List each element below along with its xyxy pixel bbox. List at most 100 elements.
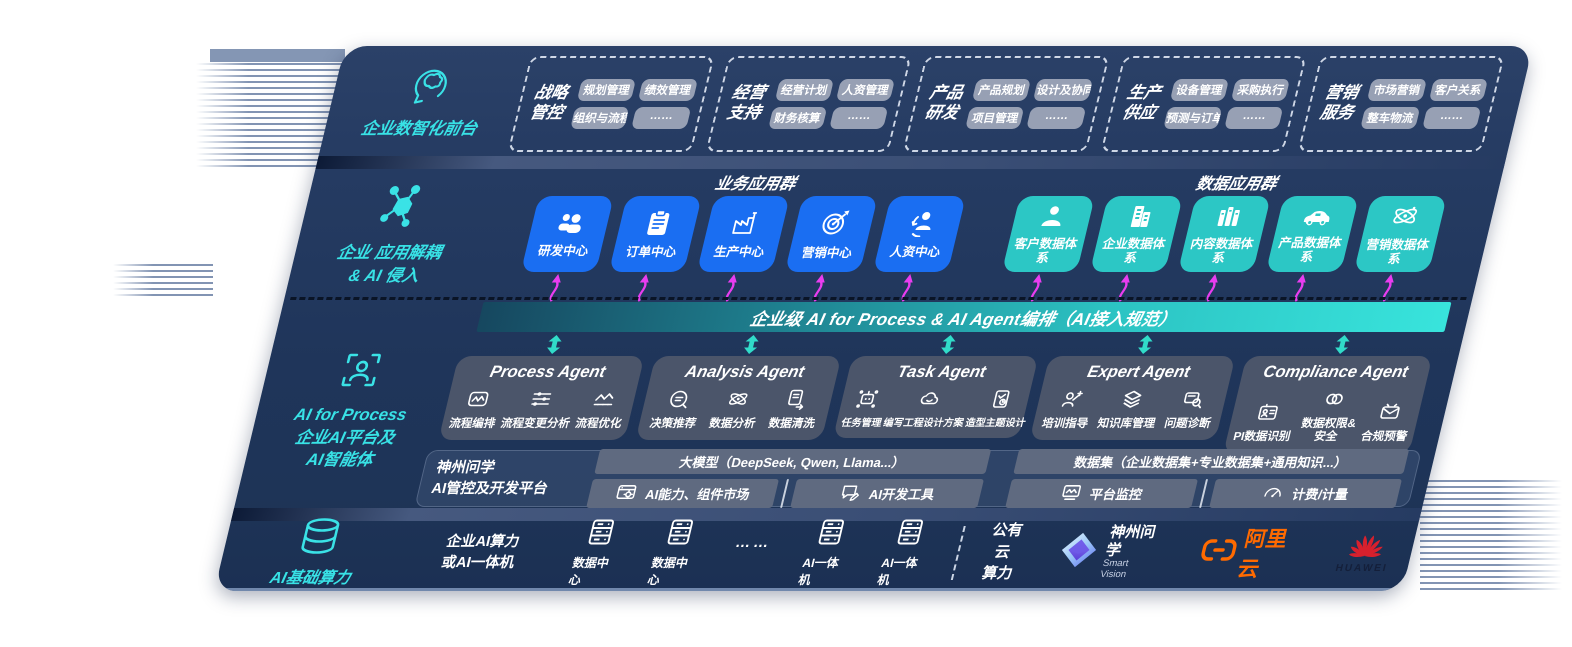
platform-model-half: 大模型（DeepSeek, Qwen, Llama...） AI能力、组件市场 xyxy=(586,449,991,508)
compute-node: 数据中心 xyxy=(646,518,706,588)
flow-arrow-icon xyxy=(1294,274,1306,302)
front-office-item: 人资管理 xyxy=(835,79,896,101)
aliyun-logo: 阿里云 xyxy=(1193,523,1303,583)
layer-label-text: AI基础算力 xyxy=(268,570,353,587)
app-decouple-layer-label: 企业 应用解耦 & AI 侵入 xyxy=(287,184,500,287)
dev-tools-label: AI开发工具 xyxy=(867,487,937,502)
flow-arrow-icon xyxy=(1030,274,1042,302)
app-card-label: 产品数据体系 xyxy=(1277,235,1344,264)
application-row: 业务应用群 研发中心 xyxy=(472,170,1478,302)
app-card-marketing-center: 营销中心 xyxy=(784,196,878,272)
flow-arrow-icon xyxy=(813,274,825,302)
front-office-group-strategy: 战略管控 规划管理 绩效管理 组织与流程 …… xyxy=(507,56,715,152)
double-arrow-icon xyxy=(1335,335,1350,354)
layer-label-text: AI for Process xyxy=(292,406,409,425)
rings-icon xyxy=(1320,388,1348,414)
layer-label-text: & AI 侵入 xyxy=(346,266,422,285)
team-icon xyxy=(551,210,588,241)
model-bar: 大模型（DeepSeek, Qwen, Llama...） xyxy=(594,449,991,474)
server-icon xyxy=(894,518,927,549)
agent-item: 流程变更分析 xyxy=(499,388,578,431)
agent-item: 合规预警 xyxy=(1359,401,1415,444)
app-card-label: 订单中心 xyxy=(624,244,678,259)
agent-item-label: 问题诊断 xyxy=(1163,418,1212,431)
conveyor-icon xyxy=(590,388,618,414)
app-card-wrap: 营销数据体系 xyxy=(1347,196,1447,302)
agent-item: 数据权限&安全 xyxy=(1293,388,1369,445)
agent-item: 造型主题设计 xyxy=(964,388,1034,429)
window-gear-icon xyxy=(613,482,640,506)
layer-label-text: 企业数智化前台 xyxy=(359,120,479,139)
flow-arrow-icon xyxy=(1206,274,1218,302)
aliyun-bracket-icon xyxy=(1196,538,1239,568)
cell-separator xyxy=(1198,479,1208,508)
flow-arrow-icon xyxy=(1118,274,1130,302)
compute-node-label: 数据中心 xyxy=(567,555,611,587)
enterprise-compute-line: 企业AI算力 xyxy=(444,534,522,551)
public-cloud-line: 算力 xyxy=(980,565,1015,583)
huawei-text: HUAWEI xyxy=(1334,563,1389,574)
front-office-group-operation: 经营支持 经营计划 人资管理 财务核算 …… xyxy=(705,56,912,152)
front-office-item: …… xyxy=(828,107,889,129)
check-card-icon xyxy=(987,388,1015,414)
app-card-label: 人资中心 xyxy=(888,244,942,259)
front-office-item: 组织与流程 xyxy=(570,107,630,129)
agent-title: Expert Agent xyxy=(1085,363,1192,381)
billing-cell: 计费/计量 xyxy=(1208,479,1403,508)
monitoring-label: 平台监控 xyxy=(1088,487,1144,502)
mail-alert-icon xyxy=(1375,401,1403,427)
agent-item-label: 数据分析 xyxy=(707,418,757,431)
agent-card-task: Task Agent 任务管理 xyxy=(832,356,1039,438)
factory-icon xyxy=(726,209,764,242)
data-card-content: 内容数据体系 xyxy=(1177,196,1271,272)
platform-label-line: 神州问学 xyxy=(434,460,497,477)
agent-item: 决策推荐 xyxy=(648,388,704,431)
flow-arrow-icon xyxy=(637,274,649,302)
app-card-label: 企业数据体系 xyxy=(1101,236,1167,265)
platform-section: 神州问学 AI管控及开发平台 大模型（DeepSeek, Qwen, Llama… xyxy=(414,449,1423,508)
public-cloud-label: 公有云 算力 xyxy=(973,520,1031,585)
agent-item: PI数据识别 xyxy=(1231,401,1298,444)
front-office-item: 经营计划 xyxy=(774,79,834,101)
compute-row: AI基础算力 企业AI算力 或AI一体机 数据中心 xyxy=(216,518,1399,587)
server-icon xyxy=(664,518,697,549)
digital-brain-icon xyxy=(401,62,457,112)
smart-vision-diamond-icon xyxy=(1054,531,1102,574)
app-card-wrap: 产品数据体系 xyxy=(1259,196,1359,302)
orchestration-bar-text: 企业级 AI for Process & AI Agent编排（AI接入规范） xyxy=(748,309,1179,329)
layer-label-text: AI智能体 xyxy=(304,450,375,469)
person-icon xyxy=(1035,203,1068,234)
flow-arrow-icon xyxy=(1382,274,1394,302)
capability-market-label: AI能力、组件市场 xyxy=(643,487,752,502)
building-icon xyxy=(1123,203,1156,234)
agent-wrap: Expert Agent 培训指导 xyxy=(1026,335,1240,454)
monitoring-cell: 平台监控 xyxy=(1004,479,1198,508)
huawei-flower-icon xyxy=(1343,531,1390,562)
dev-tools-cell: AI开发工具 xyxy=(790,479,984,508)
ai-platform-layer-label: AI for Process 企业AI平台及 AI智能体 xyxy=(243,348,461,471)
agent-item: 数据分析 xyxy=(707,388,763,431)
double-arrow-icon xyxy=(1138,335,1153,354)
compute-node-label: AI一体机 xyxy=(876,555,920,587)
group-title: 生产供应 xyxy=(1120,84,1163,122)
cloud-gear-icon xyxy=(915,388,943,414)
smart-vision-cn-text: 神州问学 xyxy=(1104,524,1158,559)
front-office-group-product: 产品研发 产品规划 设计及协同 项目管理 …… xyxy=(902,56,1110,152)
group-title: 经营支持 xyxy=(725,84,768,122)
agent-item-label: PI数据识别 xyxy=(1231,431,1292,444)
front-office-item: 采购执行 xyxy=(1230,79,1291,101)
layer-label-text: 企业AI平台及 xyxy=(293,428,397,447)
front-office-item: 整车物流 xyxy=(1360,107,1421,129)
agent-title: Compliance Agent xyxy=(1261,363,1411,381)
front-office-item: 设备管理 xyxy=(1169,79,1230,101)
agent-item: 编写工程设计方案 xyxy=(882,388,972,429)
agent-item-label: 流程编排 xyxy=(447,418,497,431)
group-title: 营销服务 xyxy=(1318,84,1361,122)
layer-divider xyxy=(315,156,1507,169)
smart-vision-logo: 神州问学 Smart Vision xyxy=(1053,524,1163,580)
app-card-hr-center: 人资中心 xyxy=(872,196,966,272)
agent-item: 知识库管理 xyxy=(1096,388,1164,431)
platform-data-half: 数据集（企业数据集+专业数据集+通用知识...） 平台监控 xyxy=(1004,449,1410,508)
front-office-item: 财务核算 xyxy=(767,107,828,129)
front-office-item: 绩效管理 xyxy=(638,79,698,101)
